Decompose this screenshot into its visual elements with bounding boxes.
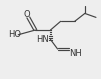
Text: HN: HN bbox=[37, 35, 49, 44]
Text: O: O bbox=[23, 10, 30, 19]
Text: HO: HO bbox=[8, 30, 21, 39]
Text: NH: NH bbox=[69, 49, 82, 58]
